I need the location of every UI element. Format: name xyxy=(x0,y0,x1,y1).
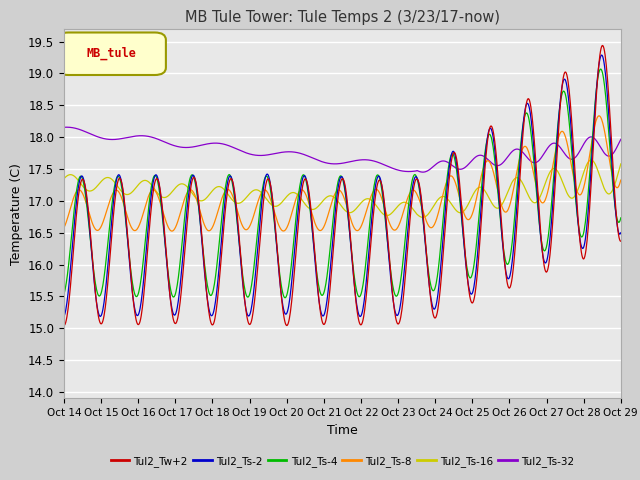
Tul2_Ts-8 xyxy=(589,129,597,134)
Line: Tul2_Ts-4: Tul2_Ts-4 xyxy=(64,69,621,298)
Tul2_Ts-8 xyxy=(87,216,95,221)
Tul2_Tw+2 xyxy=(87,234,95,240)
Tul2_Ts-4 xyxy=(60,291,68,297)
Tul2_Ts-4 xyxy=(596,66,604,72)
Legend: Tul2_Tw+2, Tul2_Ts-2, Tul2_Ts-4, Tul2_Ts-8, Tul2_Ts-16, Tul2_Ts-32: Tul2_Tw+2, Tul2_Ts-2, Tul2_Ts-4, Tul2_Ts… xyxy=(106,452,579,471)
Tul2_Ts-4 xyxy=(388,282,396,288)
Tul2_Ts-4 xyxy=(163,264,171,269)
Tul2_Ts-8 xyxy=(599,120,607,126)
Line: Tul2_Tw+2: Tul2_Tw+2 xyxy=(64,46,621,325)
Tul2_Ts-16 xyxy=(419,215,427,220)
Tul2_Ts-32 xyxy=(590,135,598,141)
Tul2_Ts-16 xyxy=(87,188,95,194)
Tul2_Ts-16 xyxy=(588,157,595,163)
Tul2_Ts-8 xyxy=(595,113,603,119)
Tul2_Ts-2 xyxy=(589,128,597,133)
Tul2_Ts-2 xyxy=(356,313,364,319)
Tul2_Ts-8 xyxy=(292,197,300,203)
Tul2_Ts-16 xyxy=(617,161,625,167)
Tul2_Ts-32 xyxy=(63,124,71,130)
Tul2_Tw+2 xyxy=(283,323,291,328)
Tul2_Tw+2 xyxy=(598,43,606,48)
FancyBboxPatch shape xyxy=(58,33,166,75)
Tul2_Ts-32 xyxy=(164,141,172,146)
Tul2_Ts-8 xyxy=(60,225,68,230)
Tul2_Tw+2 xyxy=(163,264,171,269)
Tul2_Ts-16 xyxy=(291,190,299,196)
Tul2_Tw+2 xyxy=(292,253,300,259)
Tul2_Ts-2 xyxy=(599,54,607,60)
Tul2_Ts-2 xyxy=(163,267,171,273)
Tul2_Ts-4 xyxy=(599,72,607,77)
Tul2_Ts-2 xyxy=(388,293,396,299)
Line: Tul2_Ts-32: Tul2_Ts-32 xyxy=(64,127,621,172)
Tul2_Ts-4 xyxy=(282,295,289,300)
Tul2_Ts-32 xyxy=(388,166,396,171)
Title: MB Tule Tower: Tule Temps 2 (3/23/17-now): MB Tule Tower: Tule Temps 2 (3/23/17-now… xyxy=(185,10,500,25)
Tul2_Ts-8 xyxy=(168,228,176,234)
Tul2_Ts-4 xyxy=(589,119,597,125)
Tul2_Ts-32 xyxy=(617,136,625,142)
Line: Tul2_Ts-8: Tul2_Ts-8 xyxy=(64,116,621,231)
Tul2_Tw+2 xyxy=(599,43,607,48)
Tul2_Ts-8 xyxy=(163,222,171,228)
Tul2_Ts-32 xyxy=(599,148,607,154)
Tul2_Ts-32 xyxy=(292,149,300,155)
Tul2_Ts-16 xyxy=(60,176,68,181)
Tul2_Ts-2 xyxy=(87,239,95,245)
Tul2_Ts-32 xyxy=(419,169,427,175)
Tul2_Ts-32 xyxy=(88,132,95,137)
Tul2_Ts-4 xyxy=(292,218,300,224)
Text: MB_tule: MB_tule xyxy=(87,47,137,60)
Tul2_Ts-4 xyxy=(87,240,95,246)
Tul2_Ts-32 xyxy=(60,124,68,130)
Tul2_Ts-16 xyxy=(388,210,396,216)
Tul2_Ts-16 xyxy=(163,193,171,199)
Y-axis label: Temperature (C): Temperature (C) xyxy=(10,163,22,264)
Tul2_Ts-8 xyxy=(617,177,625,183)
Tul2_Ts-8 xyxy=(388,226,396,232)
Tul2_Ts-2 xyxy=(617,230,625,236)
Tul2_Ts-2 xyxy=(60,313,68,319)
Tul2_Tw+2 xyxy=(60,323,68,328)
Tul2_Tw+2 xyxy=(388,292,396,298)
Tul2_Ts-4 xyxy=(617,215,625,221)
Line: Tul2_Ts-16: Tul2_Ts-16 xyxy=(64,160,621,217)
Tul2_Ts-16 xyxy=(590,159,598,165)
Tul2_Tw+2 xyxy=(589,140,597,145)
Tul2_Ts-2 xyxy=(291,242,299,248)
Line: Tul2_Ts-2: Tul2_Ts-2 xyxy=(64,55,621,316)
Tul2_Ts-16 xyxy=(599,182,607,188)
X-axis label: Time: Time xyxy=(327,424,358,437)
Tul2_Ts-2 xyxy=(598,52,605,58)
Tul2_Tw+2 xyxy=(617,239,625,244)
